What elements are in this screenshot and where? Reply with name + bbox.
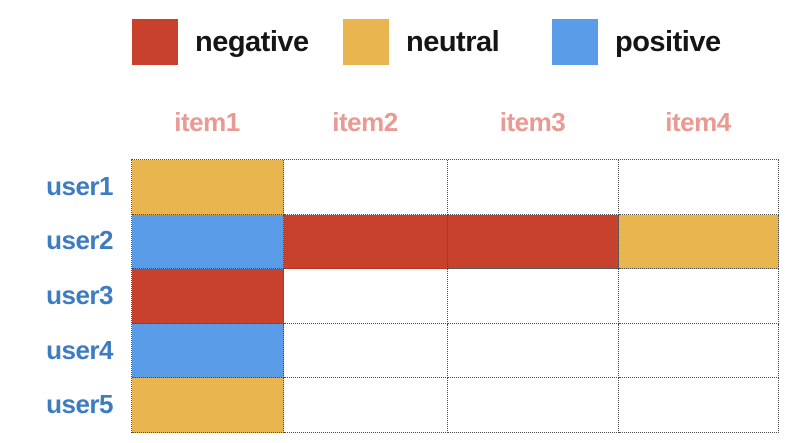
matrix-cell <box>619 269 779 324</box>
matrix-cell <box>132 214 284 270</box>
matrix-cell <box>448 160 619 215</box>
legend-item-neutral: neutral <box>343 19 500 65</box>
matrix-cell <box>448 378 619 433</box>
matrix-cell <box>448 323 619 379</box>
matrix-cell <box>284 160 448 215</box>
negative-color-swatch <box>132 19 178 65</box>
matrix-cell <box>619 323 779 379</box>
matrix-cell <box>619 214 779 270</box>
row-label-user1: user1 <box>46 170 113 201</box>
sentiment-matrix-grid <box>131 159 779 433</box>
positive-color-swatch <box>552 19 598 65</box>
matrix-cell <box>619 160 779 215</box>
neutral-color-swatch <box>343 19 389 65</box>
matrix-cell <box>284 378 448 433</box>
legend-label-neutral: neutral <box>406 25 500 58</box>
row-label-user3: user3 <box>46 279 113 310</box>
matrix-cell <box>132 269 284 324</box>
matrix-cell <box>132 378 284 433</box>
matrix-cell <box>448 214 619 270</box>
matrix-cell <box>619 378 779 433</box>
row-label-user2: user2 <box>46 225 113 256</box>
matrix-cell <box>132 323 284 379</box>
column-header-item3: item3 <box>499 106 566 137</box>
column-header-item2: item2 <box>332 106 398 137</box>
legend-item-negative: negative <box>132 19 309 65</box>
column-header-item4: item4 <box>665 106 731 137</box>
row-label-user5: user5 <box>46 389 113 420</box>
matrix-cell <box>284 269 448 324</box>
matrix-cell <box>284 323 448 379</box>
legend-label-positive: positive <box>615 25 721 58</box>
row-labels: user1 user2 user3 user4 user5 <box>0 159 113 432</box>
legend-label-negative: negative <box>195 25 309 58</box>
matrix-cell <box>284 214 448 270</box>
column-headers: item1 item2 item3 item4 <box>131 103 778 141</box>
matrix-cell <box>132 160 284 215</box>
legend-item-positive: positive <box>552 19 721 65</box>
matrix-cell <box>448 269 619 324</box>
column-header-item1: item1 <box>174 106 240 137</box>
row-label-user4: user4 <box>46 334 113 365</box>
